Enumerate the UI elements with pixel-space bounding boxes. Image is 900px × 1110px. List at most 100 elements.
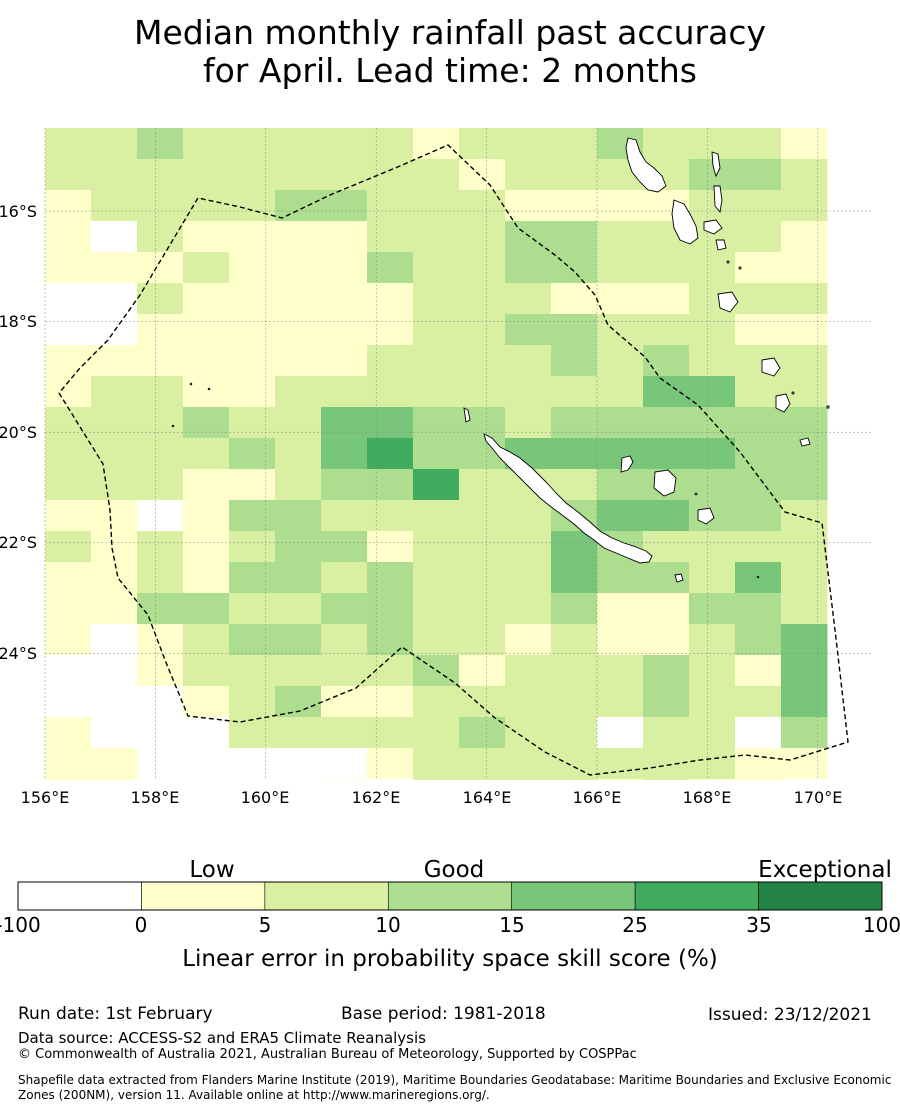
- skill-cell: [735, 376, 782, 408]
- skill-cell: [45, 190, 92, 222]
- skill-cell: [45, 252, 92, 284]
- skill-cell: [275, 128, 322, 160]
- vanuatu-epi: [715, 239, 727, 251]
- skill-cell: [459, 531, 506, 563]
- skill-cell: [321, 438, 368, 470]
- skill-cell: [505, 345, 552, 377]
- skill-cell: [321, 593, 368, 625]
- skill-cell: [505, 717, 552, 749]
- skill-cell: [505, 221, 552, 253]
- skill-cell: [183, 128, 230, 160]
- skill-cell: [597, 593, 644, 625]
- skill-cell: [137, 252, 184, 284]
- colorbar: -100 0 5 10 15 25 35 100 Low Good Except…: [0, 857, 900, 972]
- skill-cell: [137, 624, 184, 656]
- skill-cell: [91, 159, 138, 191]
- skill-cell: [689, 407, 736, 439]
- skill-cell: [137, 500, 184, 532]
- skill-cell: [137, 128, 184, 160]
- skill-cell: [321, 345, 368, 377]
- lat-label-22: 22°S: [0, 533, 37, 552]
- lon-label-158: 158°E: [131, 788, 180, 807]
- skill-cell: [45, 407, 92, 439]
- skill-cell: [735, 748, 782, 780]
- skill-cell: [45, 686, 92, 718]
- skill-cell: [229, 407, 276, 439]
- skill-cell: [781, 624, 828, 656]
- skill-cell: [781, 531, 828, 563]
- skill-cell: [91, 407, 138, 439]
- skill-cell: [505, 748, 552, 780]
- skill-cell: [275, 500, 322, 532]
- skill-cell: [91, 562, 138, 594]
- skill-cell: [321, 624, 368, 656]
- skill-cell: [781, 779, 828, 780]
- skill-cell: [781, 314, 828, 346]
- skill-cell: [45, 283, 92, 315]
- skill-cell: [275, 252, 322, 284]
- skill-cell: [459, 252, 506, 284]
- lon-label-168: 168°E: [683, 788, 732, 807]
- skill-cell: [505, 252, 552, 284]
- skill-cell: [45, 128, 92, 160]
- vanuatu-islet-2: [738, 266, 742, 270]
- skill-cell: [781, 562, 828, 594]
- skill-cell: [91, 810, 138, 842]
- skill-cell: [413, 438, 460, 470]
- skill-cell: [91, 252, 138, 284]
- vanuatu-maewo: [711, 151, 721, 178]
- skill-cell: [229, 779, 276, 780]
- skill-cell: [551, 779, 598, 780]
- colorbar-tick-labels: -100 0 5 10 15 25 35 100: [0, 913, 900, 937]
- skill-cell: [781, 500, 828, 532]
- skill-cell: [137, 376, 184, 408]
- skill-cell: [413, 562, 460, 594]
- skill-cell: [229, 438, 276, 470]
- skill-cell: [413, 717, 460, 749]
- skill-cell: [321, 314, 368, 346]
- skill-cell: [275, 407, 322, 439]
- skill-cell: [597, 252, 644, 284]
- latitude-labels: 16°S 18°S 20°S 22°S 24°S: [0, 202, 37, 663]
- skill-cell: [597, 779, 644, 780]
- skill-cell: [367, 376, 414, 408]
- vanuatu-efate: [717, 291, 739, 313]
- skill-cell: [367, 345, 414, 377]
- skill-cell: [321, 376, 368, 408]
- skill-cell: [275, 717, 322, 749]
- skill-cell: [91, 438, 138, 470]
- skill-cell: [183, 779, 230, 780]
- run-date: Run date: 1st February: [18, 1004, 213, 1024]
- skill-cell: [735, 717, 782, 749]
- skill-cell: [45, 159, 92, 191]
- skill-cell: [505, 314, 552, 346]
- skill-cell: [505, 810, 552, 842]
- skill-cell: [183, 686, 230, 718]
- skill-cell: [91, 748, 138, 780]
- skill-cell: [45, 531, 92, 563]
- colorbar-tick-35: 35: [746, 913, 771, 937]
- skill-cell: [275, 810, 322, 842]
- skill-cell: [735, 221, 782, 253]
- loyalty-island-ouvea: [620, 455, 634, 473]
- skill-cell: [551, 345, 598, 377]
- colorbar-swatch: [264, 881, 389, 911]
- skill-cell: [183, 345, 230, 377]
- skill-cell: [597, 345, 644, 377]
- skill-cell: [597, 841, 644, 873]
- skill-cell: [505, 841, 552, 873]
- skill-cell: [367, 190, 414, 222]
- skill-cell: [137, 562, 184, 594]
- colorbar-swatch: [634, 881, 759, 911]
- skill-cell: [459, 717, 506, 749]
- skill-cell: [91, 655, 138, 687]
- skill-cell: [321, 500, 368, 532]
- skill-cell: [505, 128, 552, 160]
- colorbar-swatch: [758, 881, 883, 911]
- skill-cell: [551, 159, 598, 191]
- skill-cell: [229, 593, 276, 625]
- skill-cell: [45, 438, 92, 470]
- skill-cell: [551, 128, 598, 160]
- skill-cell: [183, 748, 230, 780]
- lat-label-20: 20°S: [0, 423, 37, 442]
